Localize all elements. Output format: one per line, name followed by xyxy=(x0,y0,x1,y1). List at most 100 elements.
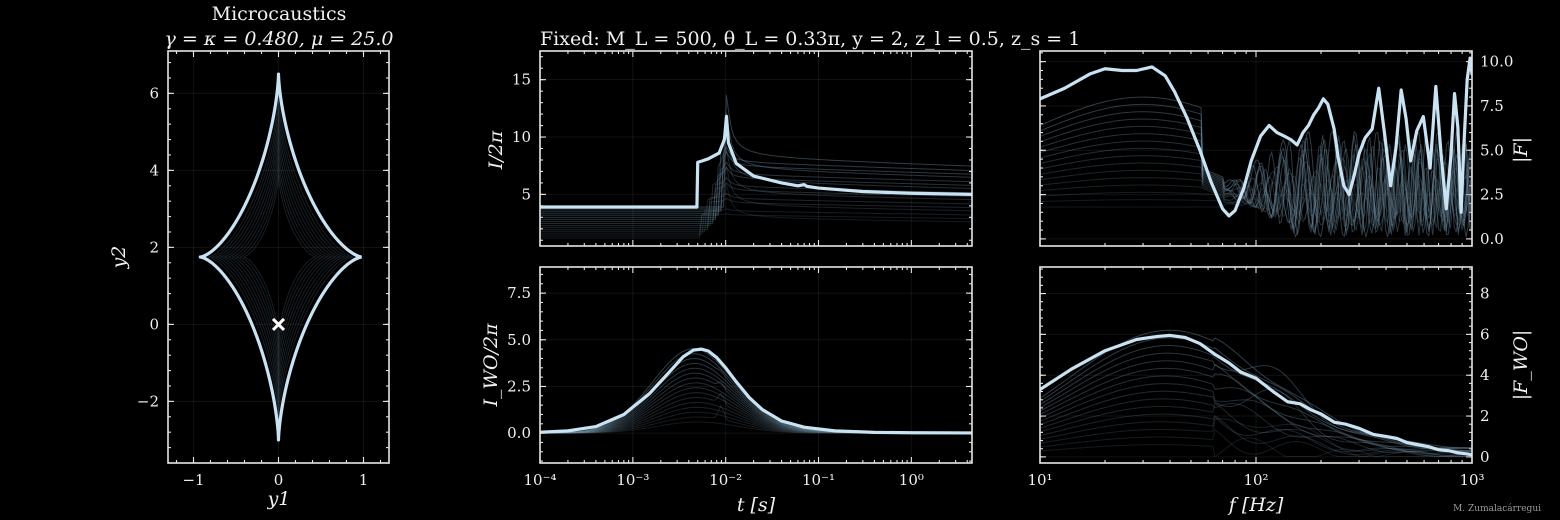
y-axis-label: I_WO/2π xyxy=(480,323,502,408)
y-tick-label: 4 xyxy=(149,161,159,179)
y-tick-label: 4 xyxy=(1480,366,1490,384)
faint-caustic-line xyxy=(215,110,346,404)
fixed-parameters-title: Fixed: M_L = 500, θ_L = 0.33π, y = 2, z_… xyxy=(540,28,1080,50)
faint-series-line xyxy=(540,213,972,237)
x-axis-label: f [Hz] xyxy=(1227,494,1284,516)
caustic-panel: −2 0 2 4 6 −1 0 1 y2 y1 xyxy=(108,50,390,510)
faint-series-line xyxy=(1040,118,1472,234)
faint-caustic-line xyxy=(208,92,354,422)
faint-series-line xyxy=(1040,96,1472,238)
y-tick-label: 5.0 xyxy=(507,331,531,349)
faint-caustic-line xyxy=(212,101,350,413)
y-axis-label: |F| xyxy=(1510,137,1532,163)
x-tick-label: 10⁰ xyxy=(899,471,924,489)
x-axis-label: y1 xyxy=(267,488,291,510)
amplification-geometric-panel: 5 10 15 I/2π xyxy=(485,50,973,247)
caustic-title: Microcaustics xyxy=(212,3,347,25)
y-tick-label: 6 xyxy=(1480,325,1490,343)
faint-series-line xyxy=(1040,428,1472,457)
faint-series-line xyxy=(1040,177,1472,220)
faint-series-line xyxy=(540,161,972,216)
y-tick-label: 5 xyxy=(521,185,531,203)
y-tick-label: 2 xyxy=(1480,407,1490,425)
faint-series-group xyxy=(540,348,972,434)
faint-series-line xyxy=(540,166,972,218)
faint-series-line xyxy=(1040,414,1472,457)
faint-series-line xyxy=(1040,360,1472,452)
x-tick-label: 10² xyxy=(1243,471,1268,489)
x-axis-label: t [s] xyxy=(737,494,776,516)
axes-frame xyxy=(539,50,973,247)
faint-series-group xyxy=(1040,96,1472,238)
y-tick-label: 10.0 xyxy=(1480,53,1513,71)
y-axis-label: I/2π xyxy=(485,130,507,170)
faint-caustic-line xyxy=(239,165,321,349)
amplification-factor-wave-optics-panel: 0 2 4 6 8 10¹ 10² 10³ |F_WO|f [Hz] xyxy=(1027,266,1532,516)
faint-series-line xyxy=(1040,367,1472,453)
highlight-series-line xyxy=(540,114,972,209)
faint-series-line xyxy=(540,176,972,222)
y-tick-label: −2 xyxy=(137,392,159,410)
faint-series-line xyxy=(1040,437,1472,458)
faint-series-line xyxy=(1040,352,1472,450)
y-tick-label: 5.0 xyxy=(1480,141,1504,159)
faint-series-line xyxy=(1040,155,1472,225)
x-tick-label: 1 xyxy=(359,471,369,489)
faint-series-line xyxy=(540,197,972,231)
amplification-factor-panel: 0.0 2.5 5.0 7.5 10.0 |F| xyxy=(1039,50,1532,248)
faint-series-line xyxy=(1040,413,1472,457)
faint-caustic-line xyxy=(235,156,325,358)
y-tick-label: 2 xyxy=(149,238,159,256)
y-tick-label: 15 xyxy=(512,71,531,89)
faint-series-group xyxy=(1040,329,1472,458)
highlight-series-line xyxy=(1040,333,1472,457)
x-tick-label: −1 xyxy=(182,471,204,489)
y-tick-label: 10 xyxy=(512,128,531,146)
faint-series-line xyxy=(1040,383,1472,453)
y-tick-label: 0 xyxy=(149,315,159,333)
faint-caustic-line xyxy=(227,138,333,376)
y-axis-label: |F_WO| xyxy=(1510,330,1532,401)
axes-frame xyxy=(1039,266,1473,464)
faint-series-line xyxy=(540,184,972,239)
y-tick-label: 7.5 xyxy=(1480,97,1504,115)
faint-series-line xyxy=(1040,147,1472,227)
faint-series-line xyxy=(1040,402,1472,457)
highlight-series-line xyxy=(1040,56,1472,218)
amplification-wave-optics-panel: 0.0 2.5 5.0 7.5 10⁻⁴ 10⁻³ 10⁻² 10⁻¹ 10⁰ I_WO/2πt … xyxy=(480,266,973,516)
faint-series-line xyxy=(1040,169,1472,222)
x-tick-label: 10⁻³ xyxy=(616,471,649,489)
y-tick-label: 8 xyxy=(1480,285,1490,303)
faint-series-line xyxy=(540,145,972,210)
faint-series-line xyxy=(1040,103,1472,236)
faint-series-group xyxy=(540,94,972,239)
x-tick-label: 10⁻¹ xyxy=(802,471,835,489)
faint-series-line xyxy=(1040,111,1472,235)
faint-series-line xyxy=(1040,398,1472,455)
x-tick-label: 10³ xyxy=(1459,471,1484,489)
faint-series-line xyxy=(1040,133,1472,229)
axes-frame xyxy=(167,50,390,464)
faint-series-line xyxy=(1040,375,1472,453)
y-tick-label: 0.0 xyxy=(507,424,531,442)
faint-series-line xyxy=(1040,187,1472,216)
faint-series-line xyxy=(1040,140,1472,229)
axes-frame xyxy=(1039,50,1473,247)
faint-series-line xyxy=(1040,182,1472,219)
highlight-series-line xyxy=(540,347,972,435)
faint-series-line xyxy=(540,166,972,233)
faint-series-line xyxy=(540,148,972,227)
faint-series-line xyxy=(540,150,972,212)
y-tick-label: 2.5 xyxy=(1480,186,1504,204)
x-tick-label: 0 xyxy=(274,471,284,489)
faint-series-line xyxy=(540,208,972,235)
faint-series-line xyxy=(1040,125,1472,232)
source-position-marker xyxy=(271,317,286,331)
faint-series-line xyxy=(1040,388,1472,454)
y-tick-label: 6 xyxy=(149,84,159,102)
axes-frame xyxy=(539,266,973,464)
faint-caustic-line xyxy=(223,128,337,386)
faint-caustic-line xyxy=(231,147,329,367)
faint-series-line xyxy=(540,182,972,225)
